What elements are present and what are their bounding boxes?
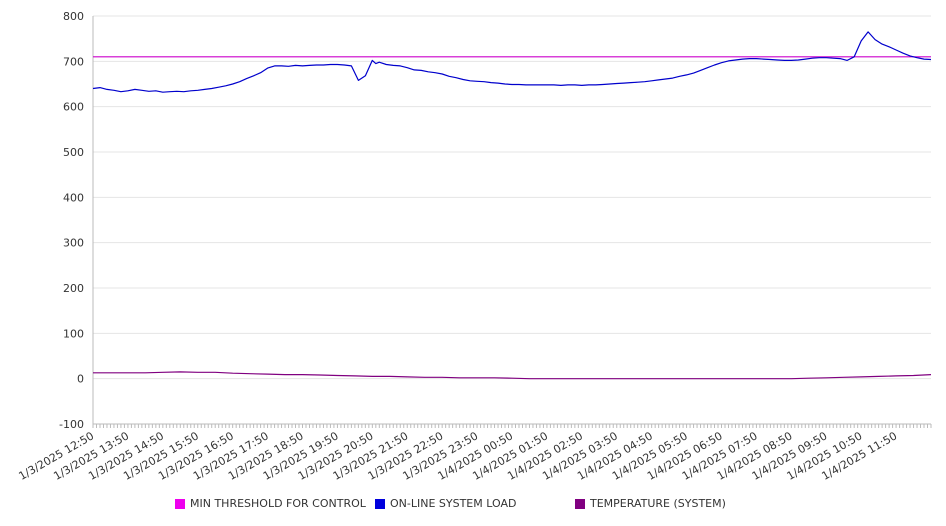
series-lines	[92, 31, 932, 380]
legend: MIN THRESHOLD FOR CONTROL ON-LINE SYSTEM…	[0, 497, 946, 515]
grid-lines	[93, 15, 931, 425]
y-tick-label: 200	[63, 282, 84, 295]
y-tick-label: -100	[59, 418, 84, 431]
y-tick-label: 100	[63, 327, 84, 340]
series-line-2	[93, 371, 932, 380]
legend-item-system-load[interactable]: ON-LINE SYSTEM LOAD	[375, 497, 516, 510]
y-tick-label: 700	[63, 55, 84, 68]
y-tick-label: 400	[63, 191, 84, 204]
y-axis: -100 0 100 200 300 400 500 600 700 800	[59, 10, 94, 431]
y-tick-label: 0	[77, 373, 84, 386]
legend-label-temperature: TEMPERATURE (SYSTEM)	[590, 497, 726, 510]
legend-swatch-threshold	[175, 498, 185, 509]
legend-swatch-system-load	[375, 498, 385, 509]
y-tick-label: 500	[63, 146, 84, 159]
legend-label-system-load: ON-LINE SYSTEM LOAD	[390, 497, 517, 510]
legend-swatch-temperature	[575, 498, 585, 509]
series-line-1	[92, 31, 932, 93]
legend-item-threshold[interactable]: MIN THRESHOLD FOR CONTROL	[175, 497, 366, 510]
x-axis: 1/3/2025 12:501/3/2025 13:501/3/2025 14:…	[16, 423, 932, 483]
y-tick-label: 600	[63, 101, 84, 114]
y-tick-label: 800	[63, 10, 84, 23]
legend-item-temperature[interactable]: TEMPERATURE (SYSTEM)	[575, 497, 726, 510]
y-tick-label: 300	[63, 237, 84, 250]
legend-label-threshold: MIN THRESHOLD FOR CONTROL	[190, 497, 366, 510]
